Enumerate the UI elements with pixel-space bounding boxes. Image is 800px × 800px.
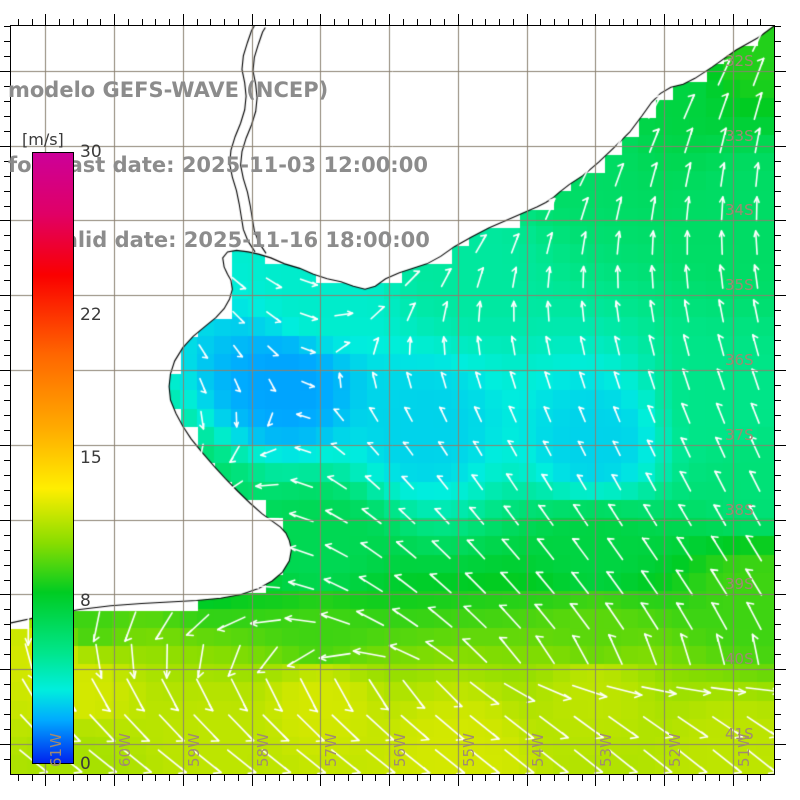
colorbar-tick-label: 15 [80,448,102,468]
chart-title-block: modelo GEFS-WAVE (NCEP) forecast date: 2… [8,28,528,303]
lon-label: 52W [666,733,685,767]
model-name-line: modelo GEFS-WAVE (NCEP) [8,78,329,102]
lat-label: 39S [725,575,754,594]
top-axis-ticks [10,14,775,25]
lon-label: 59W [184,733,203,767]
colorbar-tick-label: 30 [80,142,102,162]
lat-label: 37S [725,425,754,444]
lat-label: 38S [725,500,754,519]
colorbar-tick-label: 22 [80,305,102,326]
lat-label: 32S [725,51,754,70]
map-plot-area[interactable] [10,25,775,775]
graticule-grid-layer [11,26,774,774]
lon-label: 55W [459,733,478,767]
lon-label: 51W [734,733,753,767]
lon-label: 60W [116,733,135,767]
colorbar-tick-label: 8 [80,590,91,611]
colorbar-tick-label: 0 [80,754,91,774]
lat-label: 34S [725,201,754,220]
lat-label: 33S [725,126,754,145]
valid-date-line: valid date: 2025-11-16 18:00:00 [50,228,430,252]
bottom-axis-ticks [10,775,775,786]
right-axis-ticks [775,25,786,775]
lon-label: 61W [47,733,66,767]
lon-label: 56W [391,733,410,767]
lon-label: 57W [322,733,341,767]
left-axis-ticks [0,25,10,775]
colorbar-gradient [32,152,74,764]
lat-label: 35S [725,276,754,295]
lon-label: 58W [253,733,272,767]
lon-label: 54W [528,733,547,767]
lat-label: 40S [725,650,754,669]
lon-label: 53W [597,733,616,767]
lat-label: 36S [725,351,754,370]
colorbar-unit-label: [m/s] [22,130,64,149]
colorbar[interactable] [32,152,74,764]
lat-label: 41S [725,725,754,744]
forecast-date-line: forecast date: 2025-11-03 12:00:00 [8,153,428,177]
